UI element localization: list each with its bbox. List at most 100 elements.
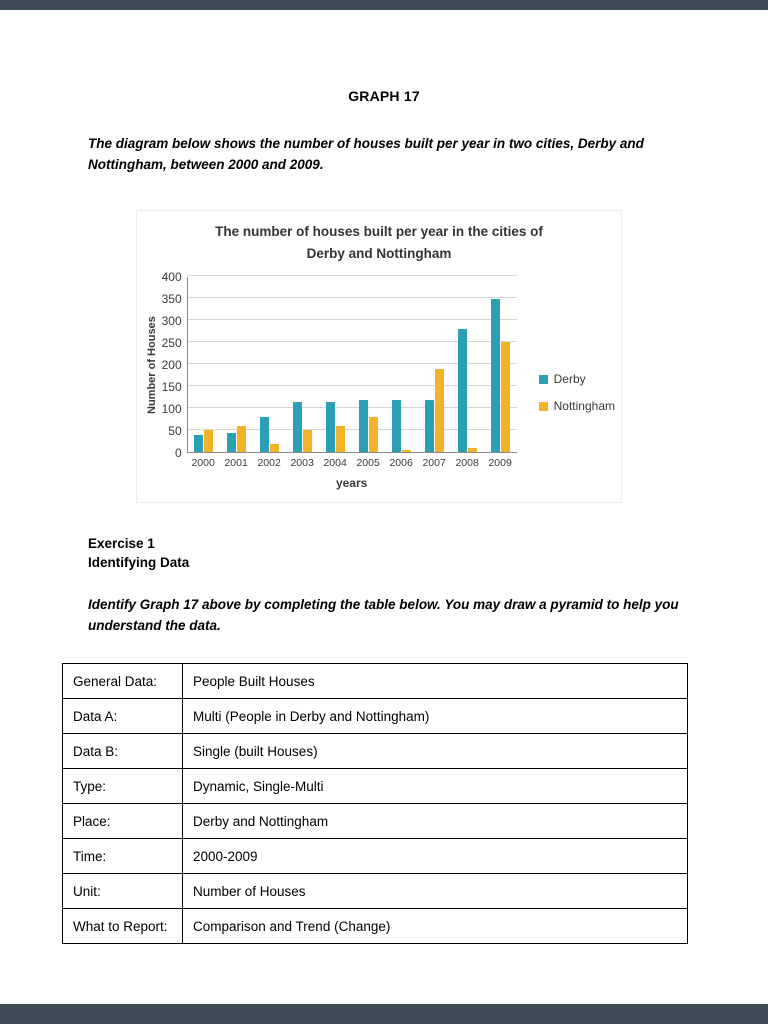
row-label: Time: (62, 838, 183, 874)
identification-table-body: General Data: People Built Houses Data A: M… (62, 663, 688, 944)
bar-nottingham-2007 (435, 368, 445, 453)
y-tick-label: 350 (161, 292, 182, 307)
bar-nottingham-2004 (336, 425, 346, 453)
table-row: Place: Derby and Nottingham (62, 803, 688, 839)
row-value: Single (built Houses) (182, 733, 688, 769)
row-label: Type: (62, 768, 183, 804)
bar-derby-2005 (359, 400, 369, 453)
bar-chart: The number of houses built per year in t… (136, 209, 622, 504)
y-tick-label: 0 (174, 446, 182, 461)
bar-derby-2003 (293, 401, 303, 453)
gridline (187, 341, 517, 343)
plot-area (186, 275, 517, 454)
gridline (187, 429, 517, 431)
x-tick-label: 2008 (455, 457, 479, 470)
table-row: Time: 2000-2009 (62, 838, 688, 874)
bar-derby-2002 (260, 417, 270, 453)
row-value: Number of Houses (182, 873, 688, 909)
y-tick-label: 300 (161, 314, 182, 329)
exercise-heading-block: Exercise 1 Identifying Data (88, 535, 768, 573)
legend-item-derby: Derby (538, 372, 615, 387)
row-label: Place: (62, 803, 183, 839)
chart-title-line-1: The number of houses built per year in t… (215, 223, 543, 239)
legend-swatch-nottingham (538, 401, 548, 411)
x-tick-label: 2006 (389, 457, 413, 470)
row-value: Comparison and Trend (Change) (182, 908, 688, 944)
x-tick-label: 2003 (290, 457, 314, 470)
row-value: People Built Houses (182, 663, 688, 699)
table-row: Unit: Number of Houses (62, 873, 688, 909)
row-label: Unit: (62, 873, 183, 909)
bar-nottingham-2008 (468, 447, 478, 453)
x-tick-label: 2001 (224, 457, 248, 470)
x-tick-label: 2000 (191, 457, 215, 470)
x-tick-label: 2002 (257, 457, 281, 470)
bar-derby-2004 (326, 401, 336, 453)
bar-nottingham-2000 (204, 430, 214, 453)
chart-title-line-2: Derby and Nottingham (306, 246, 452, 262)
gridline (187, 319, 517, 321)
bar-nottingham-2003 (303, 430, 313, 453)
viewer-top-bar (0, 0, 768, 10)
gridline (187, 275, 517, 277)
exercise-subheading: Identifying Data (88, 555, 190, 571)
viewer-bottom-bar (0, 1004, 768, 1024)
legend-item-nottingham: Nottingham (538, 399, 615, 414)
row-label: Data B: (62, 733, 183, 769)
row-label: General Data: (62, 663, 183, 699)
legend-label: Derby (553, 372, 586, 387)
bar-nottingham-2009 (501, 342, 511, 453)
legend-swatch-derby (538, 374, 548, 384)
chart-legend: Derby Nottingham (538, 372, 615, 426)
x-axis-labels: 2000 2001 2002 2003 2004 2005 2006 2007 2008 2009 (187, 457, 517, 469)
y-tick-label: 50 (168, 424, 182, 439)
row-value: Derby and Nottingham (182, 803, 688, 839)
bar-derby-2009 (491, 299, 501, 453)
gridline (187, 407, 517, 409)
x-tick-label: 2004 (323, 457, 347, 470)
table-row: General Data: People Built Houses (62, 663, 688, 699)
bar-nottingham-2005 (369, 417, 379, 453)
y-tick-label: 150 (161, 380, 182, 395)
intro-text: The diagram below shows the number of ho… (88, 136, 644, 172)
gridline (187, 297, 517, 299)
chart-title: The number of houses built per year in t… (143, 221, 615, 266)
y-tick-label: 250 (161, 336, 182, 351)
page-title: GRAPH 17 (348, 88, 420, 104)
table-row: Data B: Single (built Houses) (62, 733, 688, 769)
gridline (187, 363, 517, 365)
bar-derby-2008 (458, 329, 468, 453)
x-tick-label: 2005 (356, 457, 380, 470)
legend-label: Nottingham (553, 399, 615, 414)
bar-derby-2001 (227, 432, 237, 453)
y-axis-title: Number of Houses (146, 316, 158, 415)
table-row: Data A: Multi (People in Derby and Nottin… (62, 698, 688, 734)
identification-table: General Data: People Built Houses Data A: M… (62, 663, 688, 944)
bar-nottingham-2002 (270, 443, 280, 453)
instructions-text: Identify Graph 17 above by completing th… (88, 597, 679, 634)
document-page: GRAPH 17 The diagram below shows the num… (0, 10, 768, 944)
bar-nottingham-2001 (237, 425, 247, 453)
row-label: What to Report: (62, 908, 183, 944)
y-tick-label: 400 (161, 270, 182, 285)
bar-derby-2000 (194, 434, 204, 453)
table-row: Type: Dynamic, Single-Multi (62, 768, 688, 804)
row-value: Dynamic, Single-Multi (182, 768, 688, 804)
x-tick-label: 2009 (488, 457, 512, 470)
gridline (187, 385, 517, 387)
x-tick-label: 2007 (422, 457, 446, 470)
plot-column: 2000 2001 2002 2003 2004 2005 2006 2007 2008 2009… (186, 275, 517, 491)
x-axis-title: years (335, 476, 368, 491)
exercise-heading: Exercise 1 (88, 536, 155, 552)
row-label: Data A: (62, 698, 183, 734)
row-value: 2000-2009 (182, 838, 688, 874)
bar-nottingham-2006 (402, 450, 412, 453)
y-tick-label: 200 (161, 358, 182, 373)
y-tick-label: 100 (161, 402, 182, 417)
y-axis-ticks: 400 350 300 250 200 150 100 50 0 (161, 270, 182, 460)
row-value: Multi (People in Derby and Nottingham) (182, 698, 688, 734)
bar-derby-2006 (392, 400, 402, 453)
table-row: What to Report: Comparison and Trend (Cha… (62, 908, 688, 944)
chart-body: Number of Houses 400 350 300 250 200 150 100 50… (143, 270, 615, 491)
bar-derby-2007 (425, 399, 435, 453)
